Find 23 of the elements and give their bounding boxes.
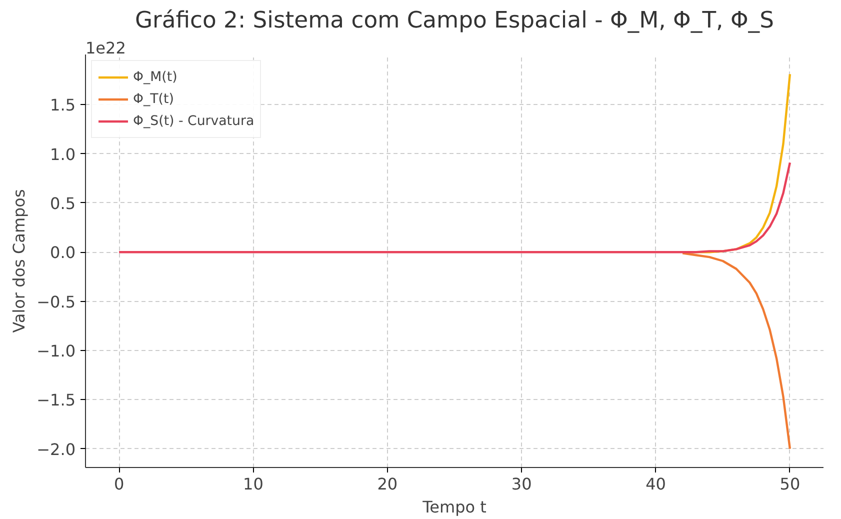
x-tick-label: 30 [511,474,532,494]
y-tick-label: 0.0 [50,243,76,262]
y-tick-label: 0.5 [50,194,76,213]
y-tick-label: −2.0 [36,440,76,459]
legend-label: Φ_T(t) [133,92,174,106]
y-tick-label: −1.5 [36,390,76,410]
x-tick-label: 20 [377,474,398,494]
y-tick-label: 1.0 [50,144,76,164]
chart-title: Gráfico 2: Sistema com Campo Espacial - Φ_M, Φ_T, Φ_S [134,8,774,34]
x-tick-label: 40 [646,474,666,494]
y-tick-label: −0.5 [36,292,76,312]
x-tick-label: 0 [114,474,124,494]
x-tick-label: 50 [780,474,800,494]
line-series [118,162,792,254]
y-tick-label: −1.0 [36,341,76,360]
line-series [682,252,792,450]
x-tick-label: 10 [243,474,264,494]
legend-label: Φ_M(t) [133,70,178,84]
annotation: 1e22 [86,38,126,58]
legend-label: Φ_S(t) - Curvatura [133,114,254,128]
y-tick-label: 1.5 [50,96,76,115]
x-axis-title: Tempo t [422,498,486,516]
y-axis-title: Valor dos Campos [10,189,29,333]
